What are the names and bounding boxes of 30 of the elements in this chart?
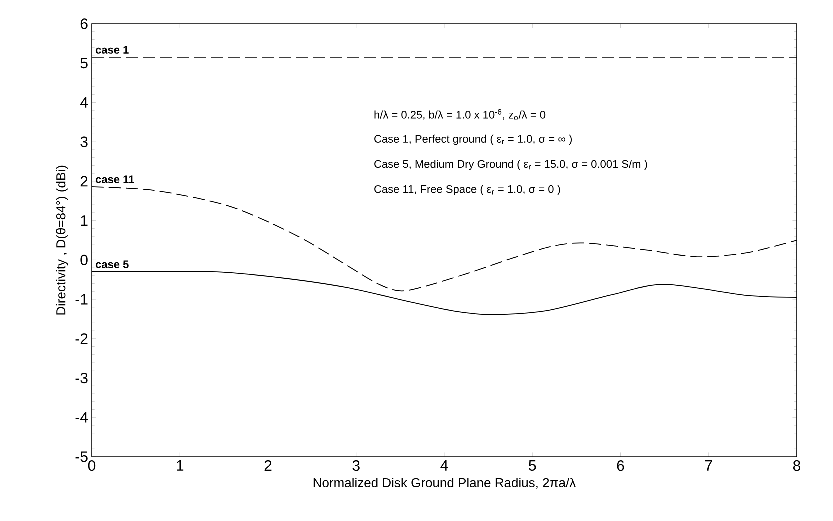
y-tick-label: -5: [76, 452, 88, 462]
y-tick-label: -3: [76, 372, 88, 384]
y-tick-label: 6: [80, 18, 88, 30]
x-axis-title: Normalized Disk Ground Plane Radius, 2πa/λ: [314, 478, 576, 490]
annotation: Case 1, Perfect ground ( ε$_{r}$ = 1.0, σ = ∞ ): [374, 134, 572, 146]
annotation: Case 11, Free Space ( ε$_{r}$ = 1.0, σ = 0 ): [374, 185, 560, 196]
y-tick-label: 2: [80, 176, 88, 187]
y-tick-label: -4: [76, 412, 88, 423]
annotation: h/λ = 0.25, b/λ = 1.0 x 10$^{-6}$, z$_{o}$/λ = 0: [374, 109, 546, 120]
y-tick-label: 0: [80, 254, 88, 266]
y-tick-label: 5: [80, 58, 88, 69]
annotation: Case 5, Medium Dry Ground ( ε$_{r}$ = 15.0, σ = 0.001 S/m ): [374, 160, 648, 170]
x-tick-label: 7: [705, 460, 712, 471]
series-label: case 1: [96, 46, 129, 54]
x-tick-label: 2: [264, 460, 272, 471]
y-tick-label: 4: [80, 98, 88, 108]
y-axis-title: Directivity , D(θ=84°) (dBi): [56, 166, 68, 315]
x-tick-label: 0: [88, 460, 96, 472]
y-tick-label: -1: [76, 294, 88, 305]
y-tick-label: 3: [80, 136, 88, 148]
y-tick-label: -2: [76, 334, 88, 344]
y-tick-label: 1: [81, 216, 88, 226]
series-label: case 11: [96, 176, 134, 184]
x-tick-label: 4: [440, 460, 448, 471]
x-tick-label: 6: [617, 460, 624, 472]
series-label: case 5: [96, 260, 129, 268]
x-tick-label: 1: [177, 460, 184, 471]
x-tick-label: 5: [529, 460, 536, 471]
x-tick-label: 3: [352, 460, 360, 472]
x-tick-label: 8: [793, 460, 801, 472]
